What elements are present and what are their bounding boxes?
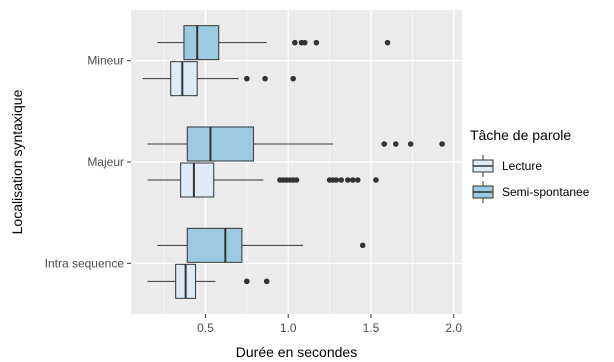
outlier-point: [313, 39, 320, 46]
y-tick-label: Intra sequence: [45, 256, 125, 270]
outlier-point: [338, 177, 344, 183]
box-lecture: [147, 263, 270, 299]
outlier-point: [292, 39, 298, 46]
outlier-point: [244, 278, 250, 285]
outlier-point: [407, 141, 414, 147]
grid-lines: [131, 10, 462, 314]
x-tick-label: 0.5: [197, 321, 214, 335]
legend-label: Semi-spontanee: [502, 185, 590, 199]
box-semi-spontanee: [157, 227, 366, 263]
y-tick-label: Majeur: [87, 155, 124, 169]
y-tick-labels: Mineur Majeur Intra sequence: [45, 54, 131, 270]
box-marks: [142, 25, 445, 299]
box-semi-spontanee: [157, 25, 391, 61]
x-axis-title: Durée en secondes: [236, 344, 357, 360]
box-semi-spontanee: [147, 126, 445, 162]
outlier-point: [373, 177, 379, 183]
outlier-point: [384, 39, 391, 46]
outlier-point: [262, 75, 268, 82]
outlier-point: [301, 39, 308, 46]
outlier-point: [290, 75, 296, 82]
x-tick-label: 2.0: [445, 321, 462, 335]
legend-label: Lecture: [502, 159, 542, 173]
outlier-point: [354, 177, 361, 183]
box-lecture: [142, 61, 296, 97]
outlier-point: [263, 278, 270, 285]
legend-title: Tâche de parole: [470, 127, 571, 143]
box-lecture: [147, 162, 379, 198]
box-iqr: [170, 61, 198, 97]
outlier-point: [293, 177, 300, 183]
box-iqr: [183, 25, 220, 61]
box-iqr: [186, 227, 243, 263]
outlier-point: [349, 177, 356, 183]
legend-item-semi-spontanee: Semi-spontanee: [472, 181, 590, 203]
x-tick-labels: 0.5 1.0 1.5 2.0: [197, 314, 462, 335]
outlier-point: [359, 242, 366, 249]
outlier-point: [244, 75, 250, 82]
y-tick-label: Mineur: [87, 54, 124, 68]
outlier-point: [393, 141, 399, 147]
legend-items: Lecture Semi-spontanee: [472, 155, 590, 203]
outlier-point: [381, 141, 388, 147]
y-axis-title: Localisation syntaxique: [9, 89, 25, 234]
outlier-point: [333, 177, 340, 183]
box-iqr: [186, 126, 254, 162]
legend-item-lecture: Lecture: [472, 155, 542, 177]
x-tick-label: 1.5: [363, 321, 380, 335]
box-iqr: [180, 162, 215, 198]
x-tick-label: 1.0: [280, 321, 297, 335]
outlier-point: [345, 177, 351, 183]
legend: Tâche de parole Lecture Semi-spontanee: [470, 127, 590, 203]
outlier-point: [439, 141, 445, 147]
